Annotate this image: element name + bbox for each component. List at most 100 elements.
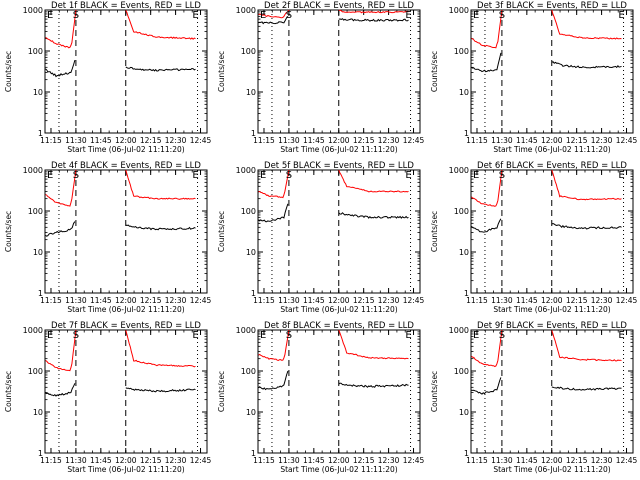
y-tick-label: 1 — [464, 289, 469, 298]
y-tick-label: 1 — [464, 449, 469, 458]
x-tick-label: 12:15 — [353, 456, 375, 465]
events-series-line — [338, 18, 409, 22]
detector-panel: Det 5f BLACK = Events, RED = LLD 1 10 100 10… — [213, 160, 426, 320]
y-tick-label: 10 — [246, 408, 256, 417]
start-marker-S: S — [73, 170, 79, 181]
detector-panel: Det 4f BLACK = Events, RED = LLD 1 10 100 10… — [0, 160, 213, 320]
y-tick-label: 100 — [454, 207, 469, 216]
x-tick-label: 12:15 — [140, 456, 162, 465]
x-tick-label: 11:15 — [466, 456, 488, 465]
x-tick-label: 12:30 — [378, 296, 400, 305]
detector-panel: Det 1f BLACK = Events, RED = LLD 1 10 100 10… — [0, 0, 213, 160]
lld-series-line — [471, 169, 503, 207]
detector-panel: Det 2f BLACK = Events, RED = LLD 1 10 100 10… — [213, 0, 426, 160]
lightcurve-chart: Det 6f BLACK = Events, RED = LLD 1 10 100 10… — [430, 161, 638, 314]
x-tick-label: 12:45 — [403, 296, 425, 305]
lld-series-line — [258, 329, 290, 362]
events-series-line — [338, 382, 409, 388]
lld-series-line — [471, 329, 503, 368]
events-series-line — [258, 16, 289, 25]
detector-panel: Det 9f BLACK = Events, RED = LLD 1 10 100 10… — [426, 320, 639, 480]
detector-panel: Det 8f BLACK = Events, RED = LLD 1 10 100 10… — [213, 320, 426, 480]
start-marker-S: S — [499, 330, 505, 341]
lld-series-line — [45, 169, 77, 207]
x-tick-label: 11:45 — [303, 296, 325, 305]
x-tick-label: 12:15 — [566, 456, 588, 465]
y-tick-label: 100 — [454, 47, 469, 56]
x-tick-label: 11:45 — [303, 456, 325, 465]
x-tick-label: 12:30 — [165, 296, 187, 305]
y-tick-label: 10 — [246, 88, 256, 97]
y-tick-label: 1000 — [236, 326, 256, 335]
lightcurve-chart: Det 1f BLACK = Events, RED = LLD 1 10 100 10… — [4, 1, 212, 154]
y-axis-label: Counts/sec — [217, 211, 226, 252]
events-series-line — [125, 387, 196, 393]
y-tick-label: 10 — [459, 248, 469, 257]
lightcurve-chart: Det 8f BLACK = Events, RED = LLD 1 10 100 10… — [217, 321, 425, 474]
chart-title: Det 5f BLACK = Events, RED = LLD — [264, 161, 414, 171]
y-tick-label: 1 — [38, 289, 43, 298]
lld-series-line — [45, 9, 77, 49]
x-tick-label: 11:15 — [253, 456, 275, 465]
x-tick-label: 12:30 — [591, 456, 613, 465]
end-marker-E: E — [260, 330, 266, 341]
y-tick-label: 10 — [33, 88, 43, 97]
y-tick-label: 1000 — [23, 166, 43, 175]
start-marker-S: S — [73, 10, 79, 21]
lld-series-line — [338, 169, 409, 193]
y-tick-label: 100 — [241, 47, 256, 56]
x-tick-label: 12:00 — [115, 456, 137, 465]
x-tick-label: 11:15 — [466, 136, 488, 145]
events-series-line — [471, 218, 502, 233]
end-marker-E: E — [192, 330, 198, 341]
chart-title: Det 1f BLACK = Events, RED = LLD — [51, 1, 201, 11]
y-tick-label: 100 — [241, 207, 256, 216]
end-marker-E: E — [260, 10, 266, 21]
x-tick-label: 11:30 — [491, 136, 513, 145]
end-marker-E: E — [618, 170, 624, 181]
x-tick-label: 11:15 — [253, 136, 275, 145]
lightcurve-chart: Det 2f BLACK = Events, RED = LLD 1 10 100 10… — [217, 1, 425, 154]
lld-series-line — [125, 169, 196, 200]
lightcurve-chart: Det 9f BLACK = Events, RED = LLD 1 10 100 10… — [430, 321, 638, 474]
x-tick-label: 12:00 — [328, 136, 350, 145]
x-tick-label: 12:15 — [566, 296, 588, 305]
x-axis-label: Start Time (06-Jul-02 11:11:20) — [67, 305, 184, 314]
events-series-line — [125, 224, 196, 231]
events-series-line — [125, 66, 196, 72]
end-marker-E: E — [47, 330, 53, 341]
events-series-line — [551, 222, 622, 230]
x-tick-label: 12:00 — [541, 136, 563, 145]
x-tick-label: 11:30 — [278, 296, 300, 305]
x-tick-label: 12:15 — [566, 136, 588, 145]
lld-series-line — [551, 330, 622, 362]
x-axis-label: Start Time (06-Jul-02 11:11:20) — [493, 305, 610, 314]
x-tick-label: 11:15 — [40, 456, 62, 465]
y-axis-label: Counts/sec — [430, 51, 439, 92]
end-marker-E: E — [192, 10, 198, 21]
x-tick-label: 12:30 — [591, 136, 613, 145]
x-tick-label: 11:45 — [516, 296, 538, 305]
end-marker-E: E — [405, 170, 411, 181]
x-tick-label: 12:45 — [190, 456, 212, 465]
x-tick-label: 11:45 — [516, 456, 538, 465]
start-marker-S: S — [286, 330, 292, 341]
x-tick-label: 11:15 — [466, 296, 488, 305]
x-axis-label: Start Time (06-Jul-02 11:11:20) — [493, 145, 610, 154]
x-tick-label: 12:45 — [190, 136, 212, 145]
y-tick-label: 100 — [28, 367, 43, 376]
y-tick-label: 1000 — [449, 6, 469, 15]
x-tick-label: 11:15 — [40, 136, 62, 145]
detector-panel: Det 6f BLACK = Events, RED = LLD 1 10 100 10… — [426, 160, 639, 320]
x-tick-label: 11:30 — [491, 456, 513, 465]
x-axis-label: Start Time (06-Jul-02 11:11:20) — [493, 465, 610, 474]
x-tick-label: 12:30 — [591, 296, 613, 305]
x-tick-label: 11:30 — [278, 136, 300, 145]
lld-series-line — [551, 169, 622, 201]
start-marker-S: S — [286, 10, 292, 21]
end-marker-E: E — [473, 170, 479, 181]
x-axis-label: Start Time (06-Jul-02 11:11:20) — [280, 145, 397, 154]
x-axis-label: Start Time (06-Jul-02 11:11:20) — [67, 145, 184, 154]
end-marker-E: E — [618, 330, 624, 341]
